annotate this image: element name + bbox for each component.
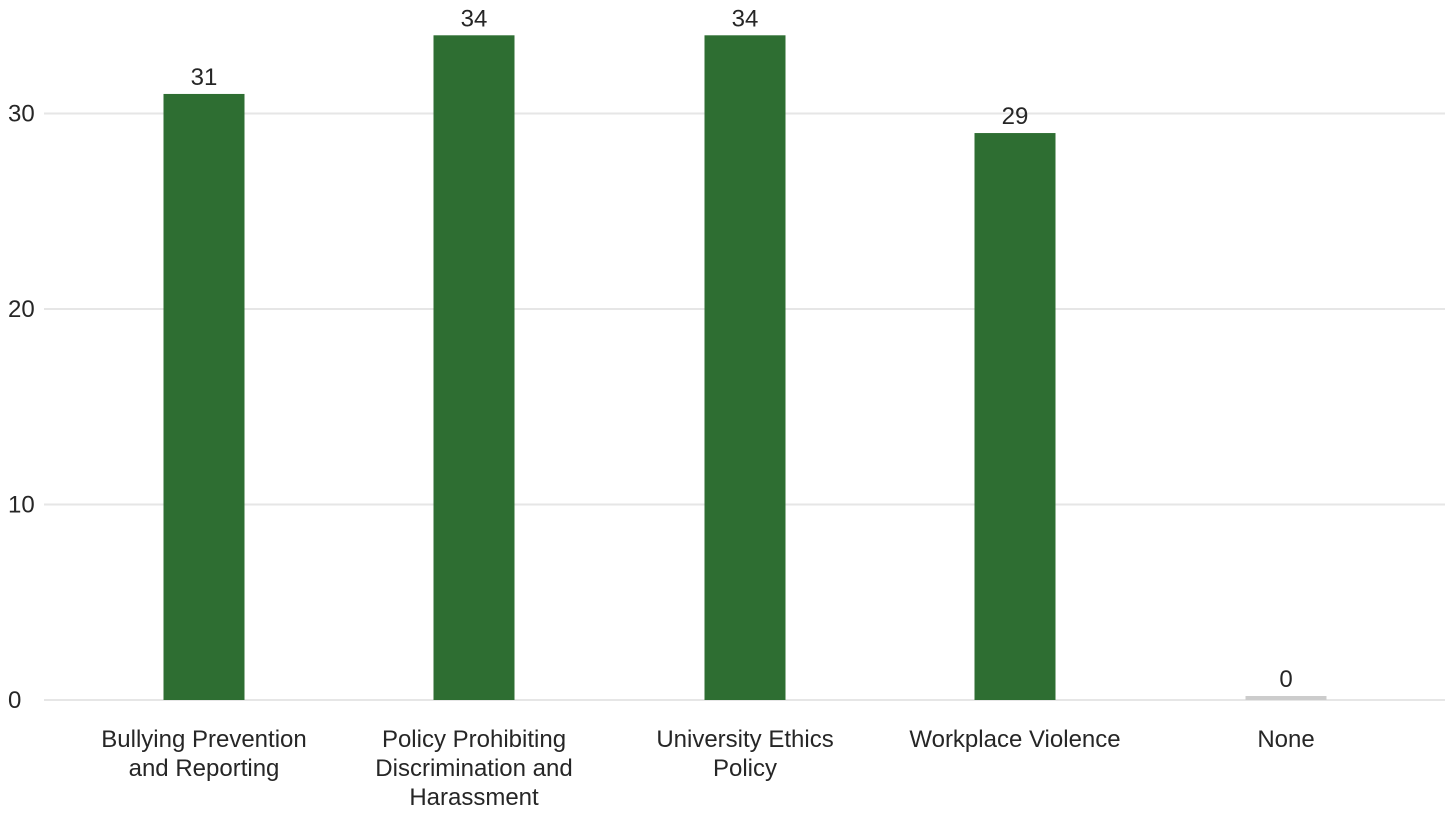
x-tick-label-line: Harassment [409, 784, 539, 811]
y-tick-label: 10 [8, 492, 35, 519]
data-label: 29 [1002, 103, 1029, 130]
bars [163, 35, 1327, 701]
x-tick-label-line: Discrimination and [375, 755, 572, 782]
bar [433, 35, 515, 701]
x-tick-label-line: Policy Prohibiting [382, 726, 566, 753]
x-tick-label: University Ethics Policy [656, 726, 833, 782]
x-tick-label: None [1257, 726, 1314, 753]
data-label: 34 [732, 5, 759, 32]
x-tick-label: Policy Prohibiting Discrimination and Hara… [375, 726, 572, 811]
x-tick-label-line: Policy [713, 755, 777, 782]
data-label: 34 [461, 5, 488, 32]
x-tick-label: Workplace Violence [909, 726, 1120, 753]
y-axis-ticks: 0 10 20 30 [8, 101, 35, 715]
bar [163, 93, 245, 700]
y-tick-label: 0 [8, 687, 21, 714]
x-tick-label-line: and Reporting [129, 755, 280, 782]
x-tick-label-line: University Ethics [656, 726, 833, 753]
y-tick-label: 30 [8, 101, 35, 128]
x-tick-label: Bullying Prevention and Reporting [101, 726, 306, 782]
x-tick-label-line: None [1257, 726, 1314, 753]
bar [974, 133, 1056, 701]
x-tick-label-line: Bullying Prevention [101, 726, 306, 753]
y-tick-label: 20 [8, 296, 35, 323]
bar [1245, 696, 1327, 700]
category-labels: Bullying Prevention and Reporting Policy P… [101, 726, 1314, 811]
bar [704, 35, 786, 701]
data-label: 31 [191, 64, 218, 91]
value-labels: 31 34 34 29 0 [191, 5, 1293, 693]
x-tick-label-line: Workplace Violence [909, 726, 1120, 753]
data-label: 0 [1279, 666, 1292, 693]
